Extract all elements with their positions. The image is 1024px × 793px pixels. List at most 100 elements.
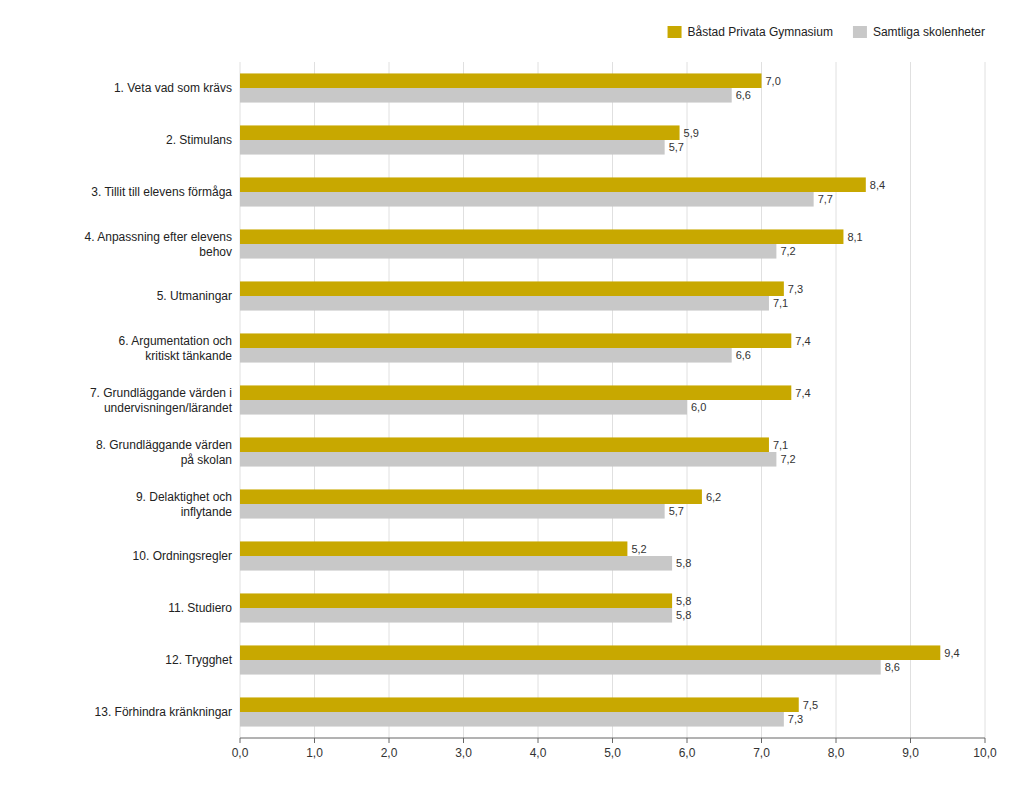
tick-label: 0,0	[232, 746, 249, 760]
bar	[240, 333, 791, 348]
data-label: 7,2	[780, 453, 795, 465]
grid-line	[985, 62, 986, 738]
chart: 7,05,98,48,17,37,47,47,16,25,25,89,47,56…	[0, 0, 1024, 793]
bar	[240, 452, 776, 467]
category-label-line: inflytande	[181, 505, 233, 519]
bar	[240, 556, 672, 571]
data-label: 5,2	[631, 543, 646, 555]
data-label: 5,8	[676, 557, 691, 569]
category-label: 9. Delaktighet ochinflytande	[136, 490, 232, 519]
category-label: 7. Grundläggande värden iundervisningen/…	[90, 386, 233, 415]
bar	[240, 348, 732, 363]
plot-area	[240, 62, 985, 738]
bar	[240, 645, 940, 660]
tick	[836, 738, 837, 743]
legend-swatch	[668, 26, 682, 38]
grid	[240, 62, 985, 738]
tick	[538, 738, 539, 743]
tick	[687, 738, 688, 743]
tick	[240, 738, 241, 743]
category-label-line: 4. Anpassning efter elevens	[85, 230, 232, 244]
category-label-line: 1. Veta vad som krävs	[114, 81, 232, 95]
category-label: 11. Studiero	[168, 601, 232, 615]
bar	[240, 296, 769, 311]
tick	[761, 738, 762, 743]
data-label: 5,7	[669, 505, 684, 517]
bar	[240, 177, 866, 192]
tick-label: 3,0	[455, 746, 472, 760]
bar	[240, 400, 687, 415]
bar	[240, 88, 732, 103]
category-label-line: 9. Delaktighet och	[136, 490, 232, 504]
data-label: 7,3	[788, 283, 803, 295]
data-label: 6,2	[706, 491, 721, 503]
data-label: 5,9	[684, 127, 699, 139]
data-label: 7,3	[788, 713, 803, 725]
bar	[240, 192, 814, 207]
tick-label: 4,0	[530, 746, 547, 760]
data-label: 8,6	[885, 661, 900, 673]
bar	[240, 140, 665, 155]
category-label-line: 2. Stimulans	[166, 133, 232, 147]
bar	[240, 437, 769, 452]
data-label: 7,4	[795, 387, 810, 399]
tick	[463, 738, 464, 743]
bar	[240, 73, 762, 88]
category-label-line: 10. Ordningsregler	[133, 549, 232, 563]
tick	[314, 738, 315, 743]
tick-label: 2,0	[381, 746, 398, 760]
data-label: 7,1	[773, 439, 788, 451]
bar	[240, 229, 843, 244]
bar	[240, 385, 791, 400]
legend-swatch	[853, 26, 867, 38]
data-label: 5,8	[676, 595, 691, 607]
category-label: 5. Utmaningar	[157, 289, 232, 303]
category-label-line: 13. Förhindra kränkningar	[95, 705, 232, 719]
category-label: 12. Trygghet	[165, 653, 232, 667]
category-label-line: undervisningen/lärandet	[104, 401, 233, 415]
bar	[240, 541, 627, 556]
category-label-line: 12. Trygghet	[165, 653, 232, 667]
grid-line	[910, 62, 911, 738]
bar	[240, 244, 776, 259]
category-label-line: 6. Argumentation och	[119, 334, 232, 348]
data-label: 5,8	[676, 609, 691, 621]
tick-label: 6,0	[679, 746, 696, 760]
x-axis: 0,01,02,03,04,05,06,07,08,09,010,0	[232, 738, 997, 760]
data-label: 6,6	[736, 349, 751, 361]
data-label: 8,1	[847, 231, 862, 243]
data-label: 9,4	[944, 647, 959, 659]
bar	[240, 593, 672, 608]
category-label: 2. Stimulans	[166, 133, 232, 147]
category-label-line: på skolan	[181, 453, 232, 467]
bar	[240, 697, 799, 712]
data-label: 7,4	[795, 335, 810, 347]
tick	[612, 738, 613, 743]
data-label: 7,1	[773, 297, 788, 309]
legend-label: Båstad Privata Gymnasium	[688, 25, 833, 39]
category-label-line: 8. Grundläggande värden	[96, 438, 232, 452]
bar	[240, 712, 784, 727]
category-label: 4. Anpassning efter elevensbehov	[85, 230, 232, 259]
legend-label: Samtliga skolenheter	[873, 25, 985, 39]
category-label-line: kritiskt tänkande	[145, 349, 232, 363]
data-label: 7,0	[766, 75, 781, 87]
tick	[910, 738, 911, 743]
category-label: 6. Argumentation ochkritiskt tänkande	[119, 334, 233, 363]
bars	[240, 73, 940, 726]
data-label: 6,6	[736, 89, 751, 101]
bar	[240, 489, 702, 504]
data-label: 5,7	[669, 141, 684, 153]
bar	[240, 504, 665, 519]
category-label-line: 3. Tillit till elevens förmåga	[91, 185, 232, 199]
bar	[240, 608, 672, 623]
bar	[240, 281, 784, 296]
tick-label: 1,0	[306, 746, 323, 760]
category-label: 8. Grundläggande värdenpå skolan	[96, 438, 232, 467]
category-label: 10. Ordningsregler	[133, 549, 232, 563]
data-label: 7,5	[803, 699, 818, 711]
data-label: 7,7	[818, 193, 833, 205]
category-label: 1. Veta vad som krävs	[114, 81, 232, 95]
category-label-line: behov	[199, 245, 232, 259]
data-labels: 7,05,98,48,17,37,47,47,16,25,25,89,47,56…	[631, 75, 959, 726]
